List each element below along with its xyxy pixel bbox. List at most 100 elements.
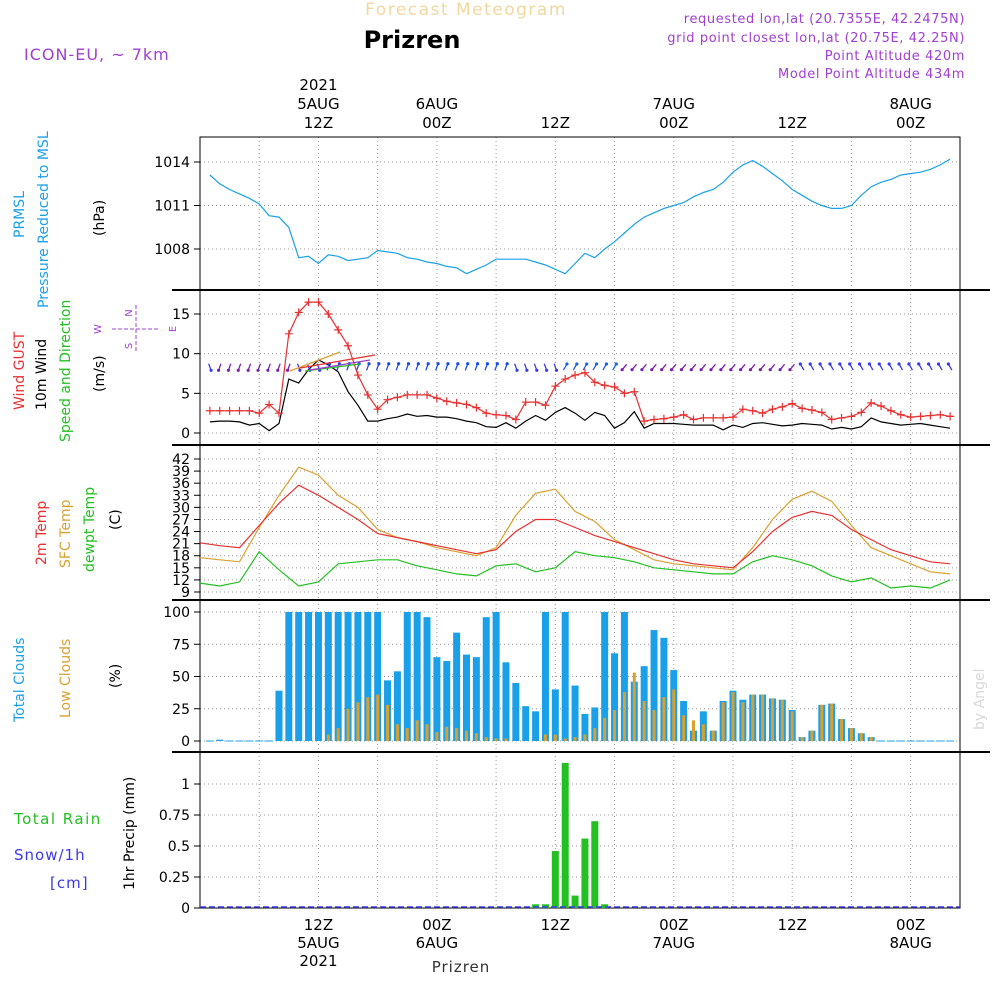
clouds-unit: (%): [108, 664, 124, 688]
gust-marker: [738, 405, 747, 414]
time-label-bottom: 00Z: [896, 916, 925, 934]
low-cloud-bar: [859, 733, 863, 741]
gust-marker: [669, 413, 678, 422]
info-point-altitude: Point Altitude 420m: [825, 49, 965, 64]
total-cloud-bar: [393, 671, 401, 741]
low-cloud-bar: [731, 691, 735, 741]
wind-arrowhead: [298, 368, 302, 372]
gust-marker: [689, 415, 698, 424]
pressure-unit: (hPa): [92, 200, 108, 236]
low-cloud-bar: [405, 728, 409, 741]
low-cloud-bar: [662, 697, 666, 741]
wind-arrowhead: [209, 368, 213, 372]
dewpt-line: [199, 550, 951, 589]
sfc-label: SFC Temp: [58, 499, 74, 568]
panels: 1008101110140510159121518212427303336394…: [154, 136, 990, 917]
wind-arrowhead: [887, 362, 891, 366]
y-tick-label: 18: [172, 549, 190, 565]
time-label-bottom: 6AUG: [416, 934, 458, 952]
wind-vector: [299, 354, 376, 369]
wind-arrowhead: [719, 368, 723, 372]
wind-arrowhead: [436, 362, 440, 366]
gust-marker: [255, 409, 264, 418]
total-cloud-bar: [472, 657, 480, 741]
gust-marker: [235, 406, 244, 415]
watermark-title: Forecast Meteogram: [365, 0, 567, 20]
low-cloud-bar: [455, 728, 459, 741]
wind-arrowhead: [936, 362, 941, 366]
gust-marker: [699, 413, 708, 422]
y-tick-label: 10: [172, 347, 190, 363]
wind-arrowhead: [367, 362, 371, 366]
wind-arrowhead: [788, 368, 792, 372]
y-tick-label: 1011: [154, 199, 190, 215]
total-cloud-bar: [522, 706, 530, 741]
gust-marker: [571, 371, 580, 380]
wind-arrowhead: [426, 362, 430, 366]
pressure-line: [209, 158, 951, 275]
y-tick-label: 27: [172, 512, 190, 528]
y-tick-label: 33: [172, 488, 190, 504]
low-cloud-bar: [435, 731, 439, 741]
pressure-label-2: Pressure Reduced to MSL: [36, 131, 52, 308]
info-grid-point: grid point closest lon,lat (20.75E, 42.2…: [667, 31, 965, 46]
time-label-bottom: 12Z: [778, 916, 807, 934]
time-label-top: 6AUG: [416, 95, 458, 113]
gust-marker: [472, 403, 481, 412]
wind-arrowhead: [416, 362, 420, 366]
low-cloud-bar: [672, 689, 676, 741]
gust-marker: [205, 406, 214, 415]
y-tick-label: 9: [181, 585, 190, 601]
total-cloud-bar: [285, 612, 293, 741]
total-cloud-bar: [482, 617, 490, 741]
gust-marker: [501, 411, 510, 420]
gust-marker: [531, 398, 540, 407]
total-cloud-bar: [611, 653, 619, 741]
y-tick-label: 75: [172, 637, 190, 653]
y-tick-label: 39: [172, 464, 190, 480]
wind-direction-arrows: [208, 351, 953, 372]
low-cloud-bar: [622, 691, 626, 741]
gust-marker: [768, 405, 777, 414]
gust-marker: [521, 398, 530, 407]
y-tick-label: 36: [172, 476, 190, 492]
wind-arrowhead: [679, 368, 683, 372]
total-cloud-bar: [512, 682, 520, 741]
time-label-top: 12Z: [304, 114, 333, 132]
y-tick-label: 0: [181, 426, 190, 442]
gust-marker: [353, 371, 362, 380]
low-cloud-bar: [741, 702, 745, 741]
gust-marker: [215, 406, 224, 415]
wind-arrowhead: [818, 362, 822, 366]
panel-frame: [199, 136, 961, 291]
panel-frame: [199, 444, 961, 601]
wind-arrowhead: [456, 362, 460, 366]
panel-precipitation: 0 0.25 0.5 0.75 1: [159, 751, 990, 917]
gust-marker: [837, 413, 846, 422]
gust-line: [209, 301, 951, 422]
gust-marker: [423, 390, 432, 399]
y-tick-label: 15: [172, 307, 190, 323]
low-cloud-bar: [484, 737, 488, 741]
wind-arrowhead: [266, 368, 270, 372]
y-tick-label: 50: [172, 670, 190, 686]
wind-arrowhead: [689, 368, 693, 372]
total-cloud-bar: [443, 661, 451, 741]
low-cloud-bar: [790, 711, 794, 741]
total-cloud-bar: [314, 612, 322, 741]
low-cloud-bar: [425, 724, 429, 741]
time-label-bottom: 2021: [299, 952, 337, 970]
gust-marker: [916, 412, 925, 421]
y-tick-label: 21: [172, 537, 190, 553]
gust-marker: [827, 415, 836, 424]
total-cloud-bar: [571, 685, 579, 741]
wind-arrowhead: [594, 362, 599, 366]
y-tick-label: 1014: [154, 155, 190, 171]
sfc-temp-line: [199, 466, 951, 575]
gust-marker: [719, 413, 728, 422]
wind-arrowhead: [709, 368, 713, 372]
wind-arrowhead: [387, 362, 391, 366]
credit-label: by Angel: [972, 669, 988, 730]
